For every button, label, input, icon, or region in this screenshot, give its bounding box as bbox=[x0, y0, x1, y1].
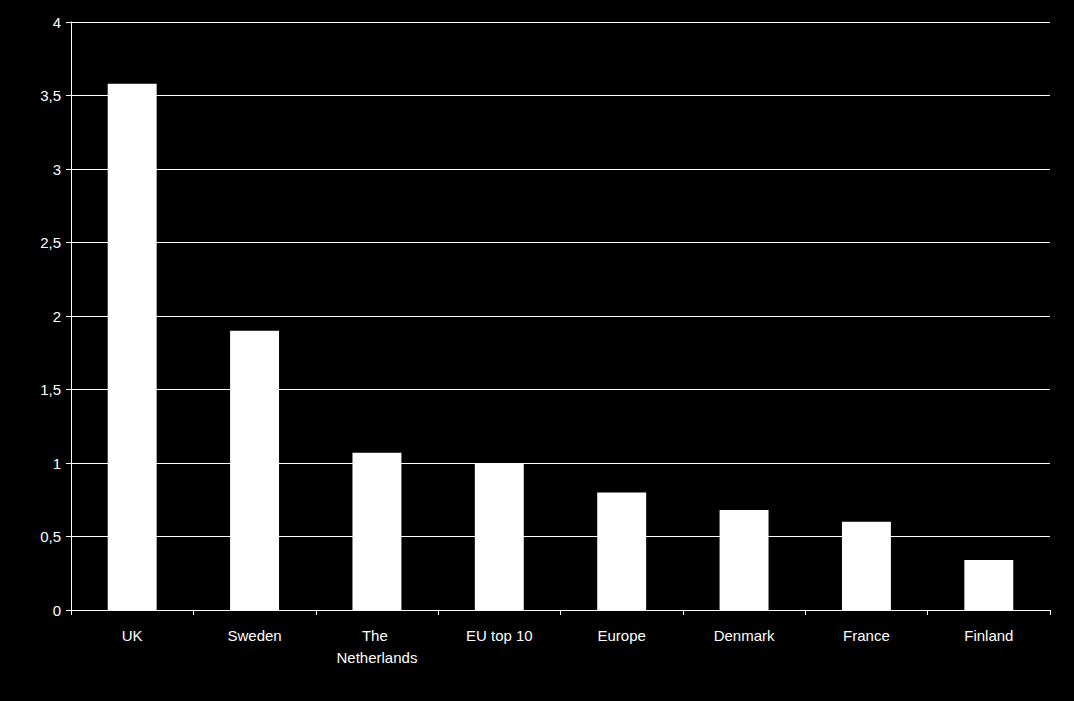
svg-text:3: 3 bbox=[53, 161, 61, 178]
svg-text:Finland: Finland bbox=[964, 627, 1013, 644]
svg-text:4: 4 bbox=[53, 14, 61, 31]
svg-text:Sweden: Sweden bbox=[227, 627, 281, 644]
svg-text:Netherlands: Netherlands bbox=[336, 649, 417, 666]
svg-text:2,5: 2,5 bbox=[40, 234, 61, 251]
svg-text:0,5: 0,5 bbox=[40, 528, 61, 545]
svg-text:1,5: 1,5 bbox=[40, 381, 61, 398]
svg-text:0: 0 bbox=[53, 602, 61, 619]
svg-text:Europe: Europe bbox=[598, 627, 646, 644]
svg-text:1: 1 bbox=[53, 455, 61, 472]
svg-text:The: The bbox=[362, 627, 392, 644]
svg-text:3,5: 3,5 bbox=[40, 87, 61, 104]
svg-text:EU top 10: EU top 10 bbox=[466, 627, 533, 644]
svg-text:UK: UK bbox=[122, 627, 143, 644]
svg-text:France: France bbox=[843, 627, 890, 644]
svg-text:Denmark: Denmark bbox=[714, 627, 775, 644]
svg-text:2: 2 bbox=[53, 308, 61, 325]
